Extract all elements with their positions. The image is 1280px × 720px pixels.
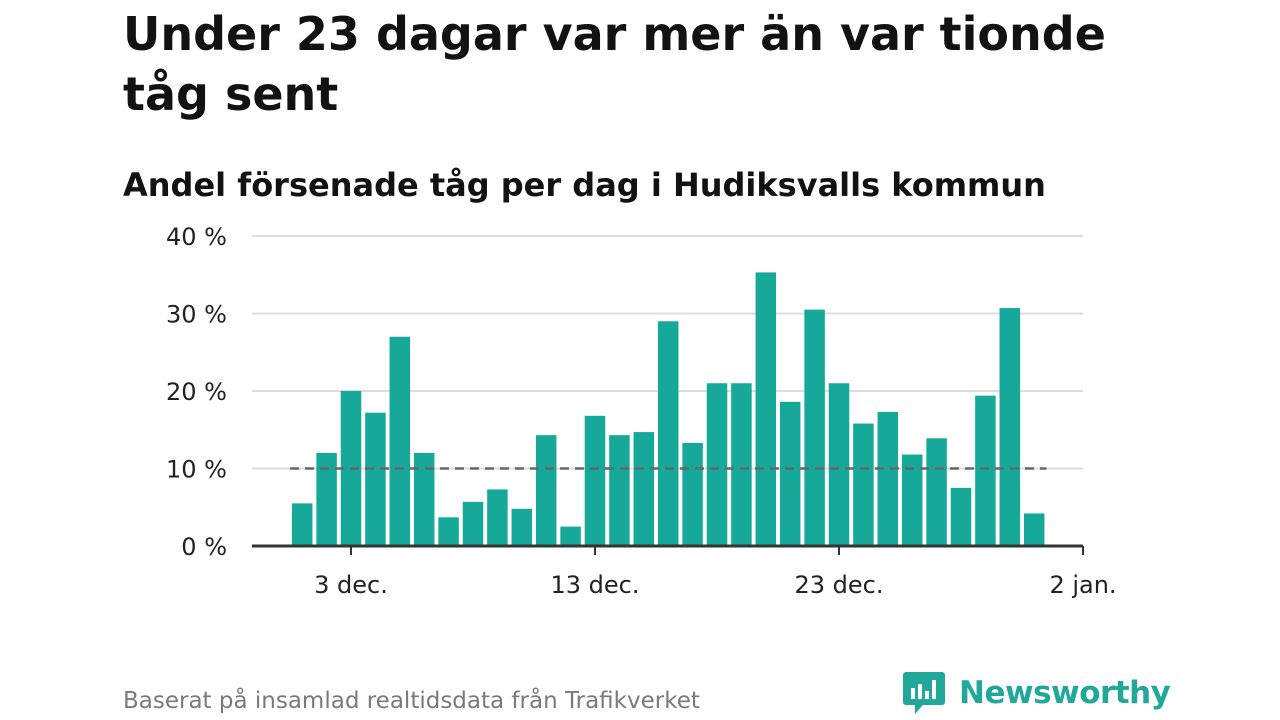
source-note: Baserat på insamlad realtidsdata från Tr… [123, 688, 700, 714]
chart-title: Under 23 dagar var mer än var tionde tåg… [123, 7, 1106, 121]
x-tick-label: 2 jan. [1049, 571, 1116, 599]
bar [316, 453, 337, 546]
bar [731, 383, 752, 546]
bar [926, 438, 947, 546]
x-tick-label: 3 dec. [314, 571, 388, 599]
bar [755, 272, 777, 546]
y-tick-label: 30 % [166, 301, 227, 329]
y-tick-label: 20 % [166, 378, 227, 406]
bar [438, 517, 459, 546]
bar [975, 395, 996, 546]
y-tick-label: 0 % [181, 533, 227, 561]
bar [389, 336, 411, 546]
bar [609, 435, 630, 546]
brand-name: Newsworthy [959, 675, 1171, 711]
bar [462, 501, 484, 546]
bar [901, 454, 923, 546]
bar [657, 321, 679, 546]
bar [1023, 513, 1045, 546]
bar [560, 526, 581, 546]
newsworthy-logo-icon [903, 672, 945, 714]
bar [633, 432, 655, 546]
bar [706, 383, 728, 546]
bar [291, 503, 313, 546]
bar [950, 487, 972, 546]
x-tick-label: 23 dec. [795, 571, 884, 599]
x-tick-label: 13 dec. [551, 571, 640, 599]
bar [682, 442, 703, 546]
y-tick-label: 10 % [166, 456, 227, 484]
bar [853, 423, 874, 546]
bar [779, 401, 801, 546]
bar [999, 308, 1021, 546]
bar [877, 411, 899, 546]
bar [413, 453, 435, 546]
bar [584, 415, 606, 546]
y-tick-label: 40 % [166, 223, 227, 251]
bar [365, 412, 386, 546]
bar [535, 435, 557, 546]
bar [511, 508, 533, 546]
bar [828, 383, 850, 546]
bar [804, 309, 825, 546]
chart-subtitle: Andel försenade tåg per dag i Hudiksvall… [123, 166, 1046, 204]
bar [487, 489, 508, 546]
brand-logo: Newsworthy [903, 670, 1171, 716]
